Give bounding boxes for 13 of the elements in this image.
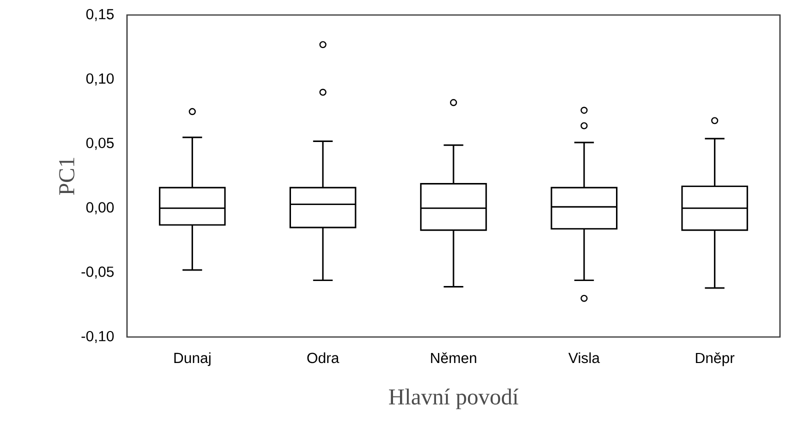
y-tick-label: -0,10: [82, 330, 114, 344]
y-tick-label: -0,05: [82, 266, 114, 279]
y-tick-label: 0,10: [86, 73, 114, 86]
y-tick-label: 0,00: [86, 202, 114, 214]
y-tick-label: 0,15: [86, 8, 114, 22]
x-tick-label: Němen: [431, 352, 476, 364]
y-axis-title: PC1: [59, 158, 74, 195]
x-axis-title: Hlavní povodí: [388, 388, 518, 410]
x-tick-label: Visla: [568, 352, 600, 364]
x-tick-label: Dněpr: [696, 352, 734, 366]
x-tick-label: Odra: [307, 352, 340, 364]
x-tick-label: Dunaj: [174, 352, 210, 366]
y-tick-label: 0,05: [86, 138, 114, 150]
